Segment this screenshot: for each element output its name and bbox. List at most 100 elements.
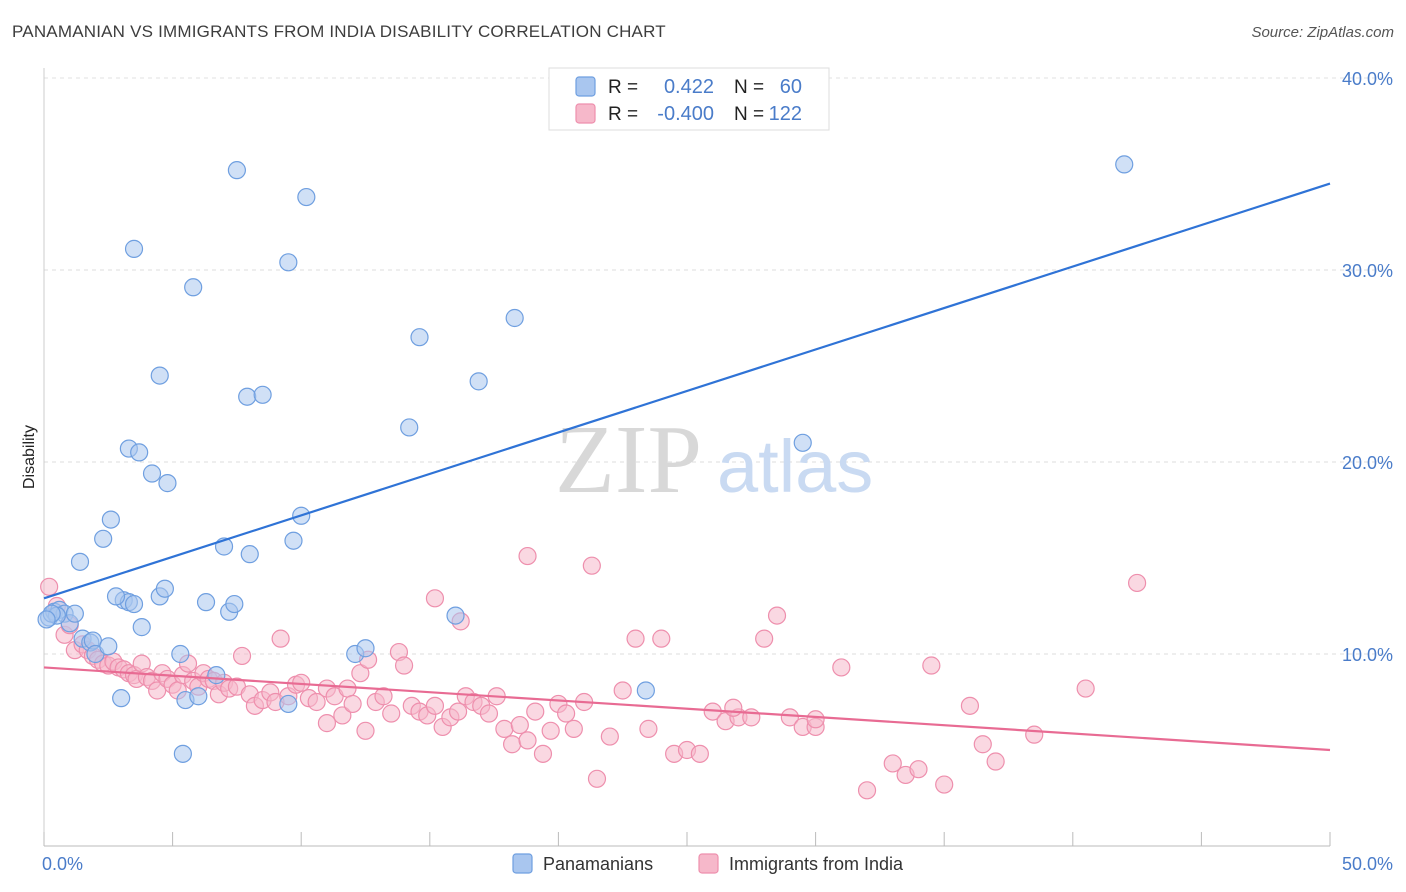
panamanian-point xyxy=(124,239,144,258)
n-label-blue: N = xyxy=(734,77,764,98)
india-point xyxy=(307,692,326,712)
panamanian-point xyxy=(124,594,144,614)
panamanian-point xyxy=(150,366,169,385)
india-trend-line xyxy=(43,666,1331,752)
panamanian-point xyxy=(37,610,56,629)
india-point xyxy=(1076,679,1095,698)
panamanian-point xyxy=(99,637,118,656)
x-tick-label-max: 50.0% xyxy=(1342,854,1393,874)
india-point xyxy=(600,727,619,746)
india-point xyxy=(557,704,576,723)
panamanian-point xyxy=(158,474,177,493)
panamanian-point xyxy=(94,529,113,548)
panamanian-point xyxy=(184,278,203,297)
panamanian-point xyxy=(196,593,216,612)
legend-label-india: Immigrants from India xyxy=(729,854,904,874)
india-point xyxy=(518,546,537,566)
panamanian-point xyxy=(1115,155,1134,174)
watermark-zip: ZIP xyxy=(555,406,702,514)
panamanian-point xyxy=(636,681,655,700)
panamanian-point xyxy=(101,510,120,529)
india-point xyxy=(518,731,537,750)
panamanian-point xyxy=(400,418,419,437)
panamanian-point xyxy=(65,604,84,623)
panamanian-point xyxy=(132,618,151,637)
legend-swatch-blue xyxy=(575,76,596,97)
india-point xyxy=(1127,573,1147,593)
india-point xyxy=(510,715,529,735)
india-point xyxy=(448,702,468,721)
panamanian-point xyxy=(225,594,244,614)
india-point xyxy=(338,679,357,698)
y-tick-label: 20.0% xyxy=(1342,453,1393,473)
india-point xyxy=(351,664,370,683)
india-point xyxy=(564,719,583,738)
panamanian-point xyxy=(469,372,488,391)
india-point xyxy=(425,589,445,608)
india-point xyxy=(526,702,545,721)
gridlines xyxy=(44,77,1393,655)
panamanian-point xyxy=(106,587,126,606)
india-point xyxy=(1025,725,1044,744)
chart-title: PANAMANIAN VS IMMIGRANTS FROM INDIA DISA… xyxy=(12,22,666,41)
n-label-pink: N = xyxy=(734,104,764,125)
y-axis-tick-labels: 10.0% 20.0% 30.0% 40.0% xyxy=(1342,69,1393,665)
panamanian-point xyxy=(253,385,272,404)
india-point xyxy=(690,744,709,763)
stats-legend: R = 0.422 N = 60 R = -0.400 N = 122 xyxy=(548,67,830,131)
india-point xyxy=(394,656,414,675)
india-point xyxy=(857,781,877,800)
panamanian-point xyxy=(505,308,524,328)
panamanian-point xyxy=(410,328,429,347)
panamanian-point xyxy=(240,545,259,564)
series-legend: Panamanians Immigrants from India xyxy=(512,853,904,874)
y-tick-label: 40.0% xyxy=(1342,69,1393,89)
india-point xyxy=(271,629,290,648)
panamanian-point xyxy=(142,464,162,483)
india-point xyxy=(582,556,601,575)
india-point xyxy=(767,606,787,625)
panamanian-point xyxy=(238,387,257,406)
panamanian-point xyxy=(279,694,298,714)
panamanian-point xyxy=(70,552,90,571)
india-point xyxy=(626,629,645,648)
panamanian-point xyxy=(297,187,316,207)
stats-legend-box xyxy=(548,67,830,131)
india-point xyxy=(317,714,337,733)
india-point xyxy=(479,704,499,723)
india-points xyxy=(40,546,1147,800)
n-value-blue: 60 xyxy=(780,76,802,98)
india-point xyxy=(935,775,954,794)
legend-swatch-india xyxy=(698,853,719,874)
panamanian-point xyxy=(112,689,131,708)
india-point xyxy=(613,681,632,700)
panamanian-point xyxy=(793,433,812,452)
india-point xyxy=(883,754,902,773)
india-point xyxy=(780,708,799,727)
r-value-pink: -0.400 xyxy=(657,103,714,125)
india-point xyxy=(755,629,774,648)
india-point xyxy=(541,721,560,740)
india-point xyxy=(652,629,671,648)
india-point xyxy=(986,752,1005,771)
panamanian-point xyxy=(130,443,149,462)
source-label: Source: ZipAtlas.com xyxy=(1251,24,1394,41)
legend-label-panamanians: Panamanians xyxy=(543,854,653,874)
panamanian-point xyxy=(155,579,174,598)
legend-swatch-pink xyxy=(575,103,596,124)
panamanian-point xyxy=(189,687,208,706)
india-point xyxy=(922,656,941,675)
panamanian-point xyxy=(446,606,465,625)
panamanian-point xyxy=(279,253,298,272)
india-point xyxy=(973,735,992,754)
india-point xyxy=(503,735,522,754)
india-point xyxy=(832,658,851,677)
y-axis-label: Disability xyxy=(21,425,38,489)
r-label-pink: R = xyxy=(608,104,638,125)
r-label-blue: R = xyxy=(608,77,638,98)
india-point xyxy=(960,696,980,715)
y-tick-label: 10.0% xyxy=(1342,645,1393,665)
india-point xyxy=(533,744,553,763)
india-point xyxy=(587,769,607,788)
